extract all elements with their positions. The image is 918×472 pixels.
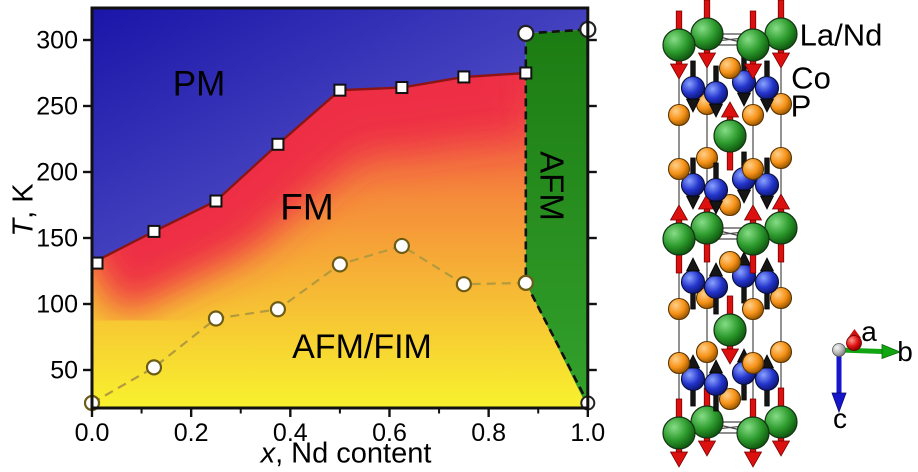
svg-text:0.0: 0.0 <box>75 419 110 447</box>
crystal-structure <box>662 0 902 468</box>
svg-text:200: 200 <box>36 159 78 187</box>
svg-text:1.0: 1.0 <box>570 419 605 447</box>
svg-text:0.2: 0.2 <box>174 419 209 447</box>
phase-diagram-plot: 50 100 150 200 250 300 0.0 0.2 0.4 0.6 0.8 1.0 <box>36 6 605 447</box>
svg-text:0.6: 0.6 <box>372 419 407 447</box>
svg-text:50: 50 <box>50 357 78 385</box>
svg-text:300: 300 <box>36 27 78 55</box>
svg-text:0.4: 0.4 <box>273 419 308 447</box>
svg-text:100: 100 <box>36 291 78 319</box>
svg-text:0.8: 0.8 <box>471 419 506 447</box>
svg-text:250: 250 <box>36 93 78 121</box>
svg-text:150: 150 <box>36 225 78 253</box>
